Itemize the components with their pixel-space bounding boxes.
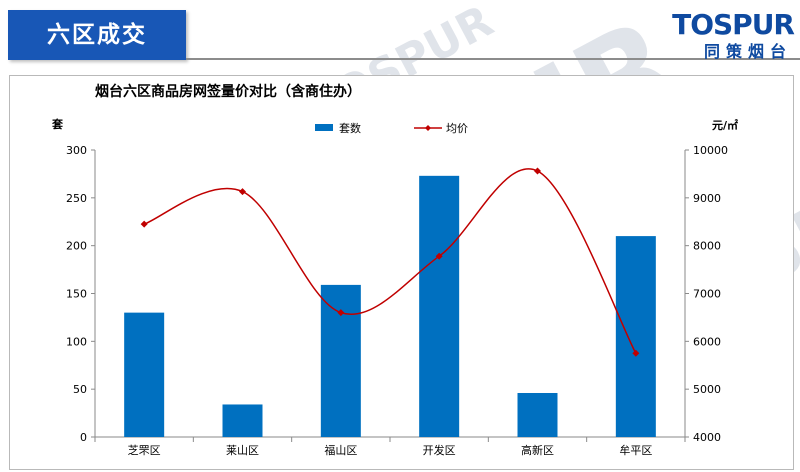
price-line xyxy=(140,167,640,357)
logo-wordmark: TOSPUR xyxy=(672,8,795,41)
y-right-tick-label: 10000 xyxy=(693,144,728,157)
x-tick-label: 芝罘区 xyxy=(128,444,161,457)
logo-chinese: 同策烟台 xyxy=(703,42,792,61)
y-left-tick-label: 0 xyxy=(80,431,87,444)
x-tick-label: 福山区 xyxy=(324,443,357,457)
bar xyxy=(419,175,460,437)
y-right-tick-label: 4000 xyxy=(693,431,721,444)
x-tick-label: 高新区 xyxy=(521,443,554,457)
bar xyxy=(124,312,165,437)
price-point xyxy=(534,167,541,175)
page-title: 六区成交 xyxy=(47,22,147,48)
legend: 套数 均价 xyxy=(315,122,468,135)
legend-bar-label: 套数 xyxy=(339,122,361,135)
legend-line-marker xyxy=(425,125,431,131)
price-point xyxy=(239,188,246,196)
tospur-logo: TOSPUR 同策烟台 xyxy=(664,8,795,61)
x-tick-label: 牟平区 xyxy=(619,443,652,457)
y-axis-right-label: 元/㎡ xyxy=(712,118,738,132)
legend-line-label: 均价 xyxy=(446,122,468,135)
axes xyxy=(91,149,689,442)
chart-title: 烟台六区商品房网签量价对比（含商住办） xyxy=(95,83,361,100)
y-left-tick-label: 150 xyxy=(66,288,87,301)
bars xyxy=(124,175,656,437)
bar xyxy=(320,284,361,437)
header-badge: 六区成交 xyxy=(8,10,186,60)
legend-bar-swatch xyxy=(315,124,333,131)
x-tick-label: 莱山区 xyxy=(226,444,259,457)
x-tick-label: 开发区 xyxy=(423,443,456,457)
y-axis-left-label: 套 xyxy=(52,117,64,131)
y-right-tick-label: 8000 xyxy=(693,240,721,253)
price-point xyxy=(140,220,148,228)
y-left-tick-label: 200 xyxy=(66,240,87,253)
tick-labels: 0 50 100 150 200 250 300 4000 5000 6000 7000 8000 90… xyxy=(66,144,728,457)
y-right-tick-label: 6000 xyxy=(693,335,721,348)
y-left-tick-label: 300 xyxy=(66,144,87,157)
y-right-tick-label: 7000 xyxy=(693,288,721,301)
y-right-tick-label: 9000 xyxy=(693,192,721,205)
price-line-path xyxy=(143,168,637,354)
price-point xyxy=(435,252,443,260)
y-left-tick-label: 250 xyxy=(66,192,87,205)
bar xyxy=(222,404,263,437)
header-divider xyxy=(186,58,800,60)
y-left-tick-label: 50 xyxy=(73,383,87,396)
price-point xyxy=(337,309,345,317)
bar xyxy=(615,236,656,437)
price-point xyxy=(632,349,640,357)
bar xyxy=(517,392,558,437)
y-left-tick-label: 100 xyxy=(66,335,87,348)
y-right-tick-label: 5000 xyxy=(693,383,721,396)
